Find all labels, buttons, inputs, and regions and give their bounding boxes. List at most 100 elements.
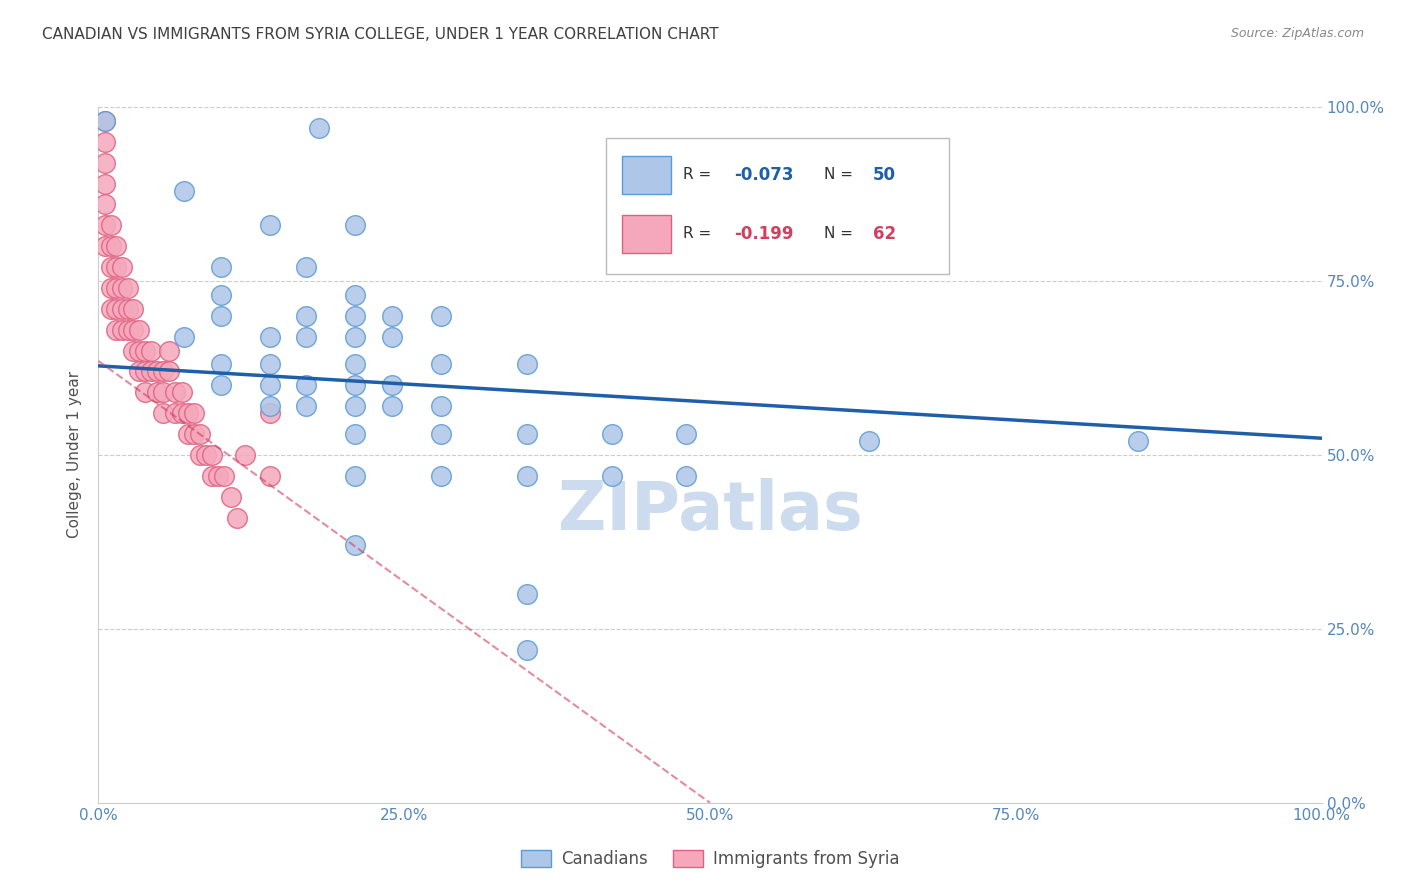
Legend: Canadians, Immigrants from Syria: Canadians, Immigrants from Syria xyxy=(515,843,905,874)
Point xyxy=(1128,434,1150,448)
Point xyxy=(600,427,623,442)
Point xyxy=(344,468,367,483)
Point xyxy=(295,309,318,323)
Point xyxy=(121,323,143,337)
Text: 62: 62 xyxy=(873,225,896,243)
Point xyxy=(515,468,537,483)
Point xyxy=(157,364,180,378)
Text: R =: R = xyxy=(683,227,716,241)
Point xyxy=(344,427,367,442)
Point xyxy=(134,343,156,358)
Point xyxy=(139,364,162,378)
Point xyxy=(259,468,281,483)
Point xyxy=(600,468,623,483)
Point xyxy=(344,399,367,413)
Point xyxy=(128,323,150,337)
Point xyxy=(675,427,697,442)
Point xyxy=(152,406,174,420)
Point xyxy=(177,406,200,420)
Point xyxy=(430,358,453,372)
Point xyxy=(170,385,193,400)
Point xyxy=(259,358,281,372)
Point xyxy=(134,364,156,378)
Point xyxy=(100,239,122,253)
Point xyxy=(93,239,115,253)
Point xyxy=(207,468,229,483)
Point xyxy=(93,135,115,149)
Point xyxy=(195,448,218,462)
Point xyxy=(515,587,537,601)
Point xyxy=(104,239,127,253)
Point xyxy=(93,197,115,211)
Point xyxy=(117,301,139,316)
Text: N =: N = xyxy=(824,167,858,182)
Point xyxy=(209,378,232,392)
Point xyxy=(121,343,143,358)
FancyBboxPatch shape xyxy=(621,156,671,194)
Point xyxy=(209,260,232,274)
Point xyxy=(344,309,367,323)
Point xyxy=(104,323,127,337)
Point xyxy=(259,219,281,233)
Point xyxy=(100,219,122,233)
Point xyxy=(381,399,404,413)
Point xyxy=(381,329,404,343)
Point xyxy=(188,448,211,462)
FancyBboxPatch shape xyxy=(606,138,949,274)
Point xyxy=(104,260,127,274)
Point xyxy=(100,281,122,295)
Point xyxy=(104,281,127,295)
Point xyxy=(344,288,367,302)
Point xyxy=(165,385,187,400)
Y-axis label: College, Under 1 year: College, Under 1 year xyxy=(67,371,83,539)
Point xyxy=(259,378,281,392)
Point xyxy=(344,538,367,552)
Point xyxy=(128,364,150,378)
Point xyxy=(209,288,232,302)
Point xyxy=(93,155,115,169)
Text: -0.073: -0.073 xyxy=(734,166,794,184)
Point xyxy=(146,364,169,378)
Point xyxy=(173,184,195,198)
Point xyxy=(225,510,247,524)
Point xyxy=(146,385,169,400)
Point xyxy=(188,427,211,442)
Point xyxy=(157,343,180,358)
Point xyxy=(858,434,880,448)
Point xyxy=(295,378,318,392)
Point xyxy=(117,323,139,337)
Point xyxy=(93,219,115,233)
Point xyxy=(100,301,122,316)
Point xyxy=(308,120,330,135)
Point xyxy=(515,427,537,442)
Point xyxy=(259,329,281,343)
Text: Source: ZipAtlas.com: Source: ZipAtlas.com xyxy=(1230,27,1364,40)
Point xyxy=(515,642,537,657)
Text: -0.199: -0.199 xyxy=(734,225,794,243)
Point xyxy=(295,399,318,413)
Text: N =: N = xyxy=(824,227,858,241)
Point xyxy=(259,399,281,413)
Text: 50: 50 xyxy=(873,166,896,184)
Point xyxy=(139,343,162,358)
Text: ZIPatlas: ZIPatlas xyxy=(558,477,862,543)
Point xyxy=(93,114,115,128)
Point xyxy=(183,427,205,442)
Point xyxy=(128,343,150,358)
Point xyxy=(214,468,236,483)
Point xyxy=(104,301,127,316)
Point xyxy=(675,149,697,163)
Point xyxy=(430,399,453,413)
Point xyxy=(93,177,115,191)
Point xyxy=(430,309,453,323)
Point xyxy=(344,378,367,392)
Point xyxy=(152,385,174,400)
Point xyxy=(111,260,134,274)
Point xyxy=(170,406,193,420)
Point xyxy=(381,309,404,323)
Point xyxy=(165,406,187,420)
Point xyxy=(344,329,367,343)
Point xyxy=(111,323,134,337)
Text: CANADIAN VS IMMIGRANTS FROM SYRIA COLLEGE, UNDER 1 YEAR CORRELATION CHART: CANADIAN VS IMMIGRANTS FROM SYRIA COLLEG… xyxy=(42,27,718,42)
Point xyxy=(430,468,453,483)
